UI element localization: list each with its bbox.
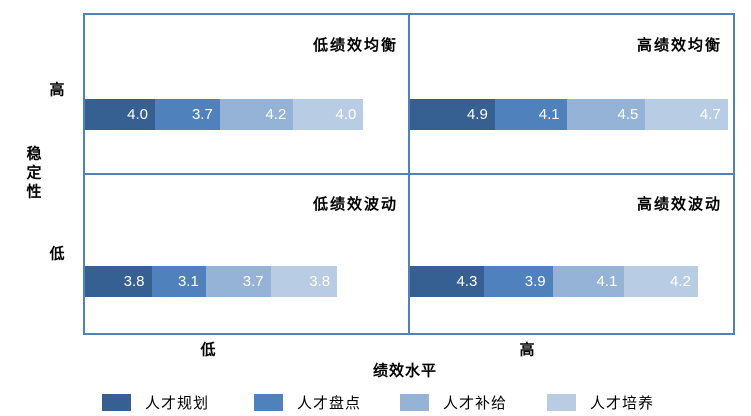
bar-value-label: 3.7	[191, 106, 213, 123]
bar-value-label: 3.1	[177, 273, 199, 290]
x-axis-tick-low: 低	[200, 341, 216, 359]
y-axis-tick-low: 低	[49, 245, 65, 263]
legend: 人才规划 人才盘点 人才补给 人才培养	[0, 392, 751, 414]
quadrant-divider-horizontal	[85, 173, 733, 175]
legend-label: 人才规划	[145, 395, 210, 412]
quadrant-title: 高绩效波动	[636, 196, 722, 213]
plot-area: 低绩效均衡 4.0 3.7 4.2 4.0 高绩效均衡 4.9 4.1 4.5 4.7 低绩…	[83, 13, 735, 335]
stacked-bar: 4.0 3.7 4.2 4.0	[85, 99, 364, 130]
y-axis-title: 稳定性	[24, 145, 42, 203]
legend-label: 人才培养	[590, 395, 655, 412]
bar-value-label: 3.8	[309, 273, 331, 290]
legend-item-3: 人才补给	[400, 392, 507, 413]
stacked-bar: 4.3 3.9 4.1 4.2	[409, 266, 698, 297]
stacked-bar: 4.9 4.1 4.5 4.7	[409, 99, 728, 130]
bar-segment-人才补给: 4.2	[219, 99, 294, 130]
bar-value-label: 3.9	[524, 273, 546, 290]
bar-segment-人才盘点: 3.1	[151, 266, 206, 297]
quadrant-top-right: 高绩效均衡 4.9 4.1 4.5 4.7	[409, 15, 733, 174]
quadrant-title: 低绩效均衡	[312, 37, 398, 54]
bar-value-label: 4.3	[456, 273, 478, 290]
quadrant-title: 高绩效均衡	[636, 37, 722, 54]
legend-swatch	[254, 394, 283, 411]
legend-label: 人才补给	[443, 395, 508, 412]
bar-segment-人才规划: 3.8	[85, 266, 152, 297]
quadrant-top-left: 低绩效均衡 4.0 3.7 4.2 4.0	[85, 15, 409, 174]
bar-segment-人才培养: 3.8	[270, 266, 338, 297]
bar-segment-人才盘点: 4.1	[494, 99, 567, 130]
legend-label: 人才盘点	[297, 395, 362, 412]
stacked-bar: 3.8 3.1 3.7 3.8	[85, 266, 338, 297]
bar-segment-人才补给: 4.5	[566, 99, 646, 130]
bar-value-label: 4.0	[127, 106, 148, 123]
bar-value-label: 4.1	[596, 273, 618, 290]
bar-segment-人才补给: 3.7	[205, 266, 271, 297]
bar-value-label: 3.7	[242, 273, 264, 290]
bar-segment-人才培养: 4.0	[293, 99, 364, 130]
bar-segment-人才培养: 4.2	[624, 266, 698, 297]
bar-value-label: 4.9	[466, 106, 488, 123]
bar-segment-人才规划: 4.0	[85, 99, 155, 130]
bar-value-label: 4.0	[335, 106, 357, 123]
bar-segment-人才盘点: 3.7	[155, 99, 220, 130]
bar-value-label: 4.7	[699, 106, 721, 123]
legend-swatch	[102, 394, 131, 411]
legend-swatch	[547, 394, 576, 411]
bar-segment-人才规划: 4.3	[409, 266, 485, 297]
bar-value-label: 4.2	[265, 106, 287, 123]
bar-segment-人才规划: 4.9	[409, 99, 495, 130]
bar-value-label: 3.8	[123, 273, 145, 290]
legend-item-4: 人才培养	[547, 392, 654, 413]
quadrant-title: 低绩效波动	[312, 196, 398, 213]
bar-segment-人才补给: 4.1	[552, 266, 625, 297]
quadrant-bottom-right: 高绩效波动 4.3 3.9 4.1 4.2	[409, 174, 733, 333]
quadrant-bottom-left: 低绩效波动 3.8 3.1 3.7 3.8	[85, 174, 409, 333]
bar-value-label: 4.1	[538, 106, 560, 123]
legend-swatch	[400, 394, 429, 411]
legend-item-2: 人才盘点	[254, 392, 361, 413]
legend-item-1: 人才规划	[102, 392, 209, 413]
bar-segment-人才培养: 4.7	[645, 99, 728, 130]
x-axis-title: 绩效水平	[372, 362, 438, 380]
bar-segment-人才盘点: 3.9	[484, 266, 553, 297]
bar-value-label: 4.2	[670, 273, 691, 290]
bar-value-label: 4.5	[617, 106, 639, 123]
y-axis-tick-high: 高	[49, 81, 65, 99]
x-axis-tick-high: 高	[519, 341, 535, 359]
